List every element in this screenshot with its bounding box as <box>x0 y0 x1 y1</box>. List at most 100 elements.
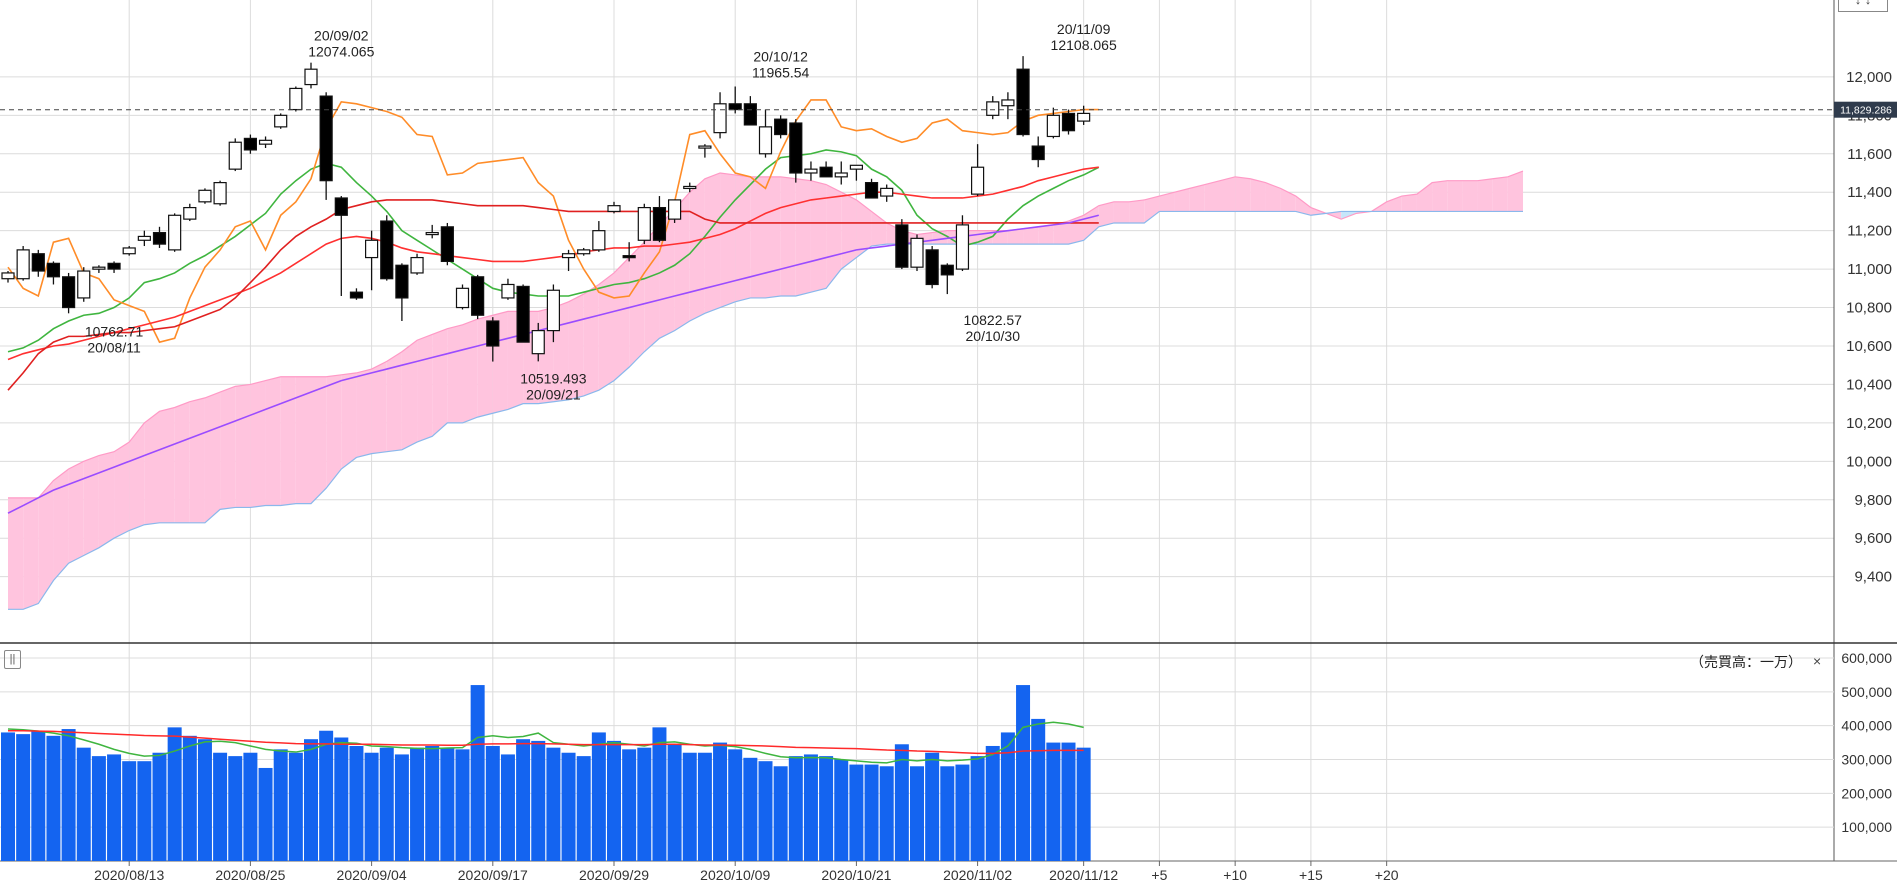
volume-bar <box>743 757 758 861</box>
cloud-segment <box>1477 178 1493 212</box>
candle-up <box>986 101 1000 116</box>
volume-bar <box>379 747 394 861</box>
price-tick-label: 10,600 <box>1846 338 1892 355</box>
cloud-segment <box>1159 192 1175 212</box>
scroll-arrows-icon[interactable]: ↕ ↓ <box>1838 0 1888 12</box>
cloud-segment <box>856 199 872 258</box>
candle-down <box>61 276 76 309</box>
cloud-segment <box>386 351 402 452</box>
candle-up <box>168 214 182 251</box>
candle-up <box>137 235 151 241</box>
volume-bar <box>622 749 637 861</box>
ichimoku-cloud <box>8 170 1524 610</box>
cloud-segment <box>1507 171 1523 212</box>
candle-up <box>455 287 470 309</box>
cloud-segment <box>992 230 1008 245</box>
candle-up <box>213 182 227 205</box>
time-tick-label: 2020/10/09 <box>700 867 770 883</box>
volume-bar <box>1000 732 1015 861</box>
cloud-segment <box>1053 221 1069 245</box>
cloud-segment <box>1280 188 1296 212</box>
price-tick-label: 11,200 <box>1847 223 1892 240</box>
candle-down <box>652 206 667 241</box>
close-volume-icon[interactable]: × <box>1813 653 1822 669</box>
annotation-date: 20/09/21 <box>526 386 581 402</box>
pane-toggle-button[interactable]: || <box>4 650 21 669</box>
time-tick-label: 2020/09/17 <box>458 867 528 883</box>
volume-bar <box>1046 742 1061 861</box>
candle-up <box>16 249 30 280</box>
price-axis: 9,400 9,600 9,800 10,000 10,200 10,400 10,600 1… <box>0 69 1897 586</box>
candle-down <box>243 137 257 151</box>
cloud-segment <box>462 319 478 423</box>
volume-bar <box>697 752 712 861</box>
volume-line-green <box>7 721 1084 764</box>
cloud-segment <box>159 407 175 523</box>
cloud-segment <box>295 376 311 504</box>
price-tick-label: 10,000 <box>1846 453 1892 470</box>
time-axis: 2020/08/13 2020/08/25 2020/09/04 2020/09/17… <box>94 861 1399 883</box>
cloud-segment <box>629 242 645 368</box>
cloud-segment <box>220 386 236 510</box>
price-tick-label: 9,600 <box>1854 530 1892 547</box>
annotation-value: 10822.57 <box>964 312 1023 328</box>
cloud-segment <box>1113 201 1130 223</box>
volume-bar <box>197 739 212 861</box>
cloud-segment <box>129 422 145 531</box>
candle-up <box>561 253 576 259</box>
volume-bar <box>31 730 46 861</box>
candle-down <box>789 122 803 174</box>
candle-up <box>683 185 697 190</box>
cloud-segment <box>8 497 24 610</box>
candle-up <box>667 199 682 220</box>
candle-up <box>1 272 15 280</box>
annotation-value: 10762.71 <box>85 324 144 340</box>
volume-bar <box>334 737 349 861</box>
volume-tick-label: 400,000 <box>1841 718 1892 734</box>
volume-panel: 100,000 200,000 300,000 400,000 500,000 600,0… <box>0 650 1892 861</box>
cloud-segment <box>114 442 130 539</box>
candle-up <box>592 230 606 251</box>
cloud-segment <box>144 411 160 525</box>
candle-up <box>274 114 288 128</box>
price-tick-label: 9,400 <box>1854 569 1892 586</box>
volume-bar <box>652 727 667 861</box>
candle-down <box>395 264 409 299</box>
volume-bar <box>667 744 682 861</box>
cloud-segment <box>83 455 99 556</box>
current-price-tag <box>1834 101 1897 118</box>
cloud-segment <box>235 384 251 508</box>
cloud-segment <box>1144 196 1160 223</box>
current-price-label: 11,829.286 <box>1840 105 1892 117</box>
cloud-segment <box>1189 184 1205 212</box>
candle-up <box>1001 99 1015 107</box>
volume-bar <box>319 730 334 861</box>
candle-up <box>834 172 848 178</box>
candle-up <box>258 139 273 145</box>
candle-up <box>531 330 545 355</box>
candle-down <box>622 255 636 259</box>
annotation-date: 20/10/12 <box>753 49 808 65</box>
volume-bar <box>61 729 76 861</box>
cloud-segment <box>417 334 433 443</box>
candle-down <box>819 166 833 178</box>
volume-bar <box>879 766 894 861</box>
candles <box>1 56 1091 362</box>
candle-down <box>925 249 939 286</box>
cloud-segment <box>189 397 205 523</box>
candle-up <box>304 68 318 86</box>
volume-bar <box>167 727 182 861</box>
cloud-segment <box>614 257 630 381</box>
price-tick-label: 12,000 <box>1846 69 1892 86</box>
volume-bar <box>576 756 591 861</box>
cloud-segment <box>1235 176 1251 212</box>
candle-down <box>440 226 454 263</box>
time-tick-label: 2020/09/04 <box>337 867 407 883</box>
cloud-segment <box>1023 226 1039 245</box>
volume-line-red <box>8 729 1084 755</box>
volume-bar <box>410 747 425 861</box>
volume-tick-label: 500,000 <box>1841 684 1892 700</box>
cloud-segment <box>1265 182 1281 212</box>
candle-up <box>955 224 970 270</box>
